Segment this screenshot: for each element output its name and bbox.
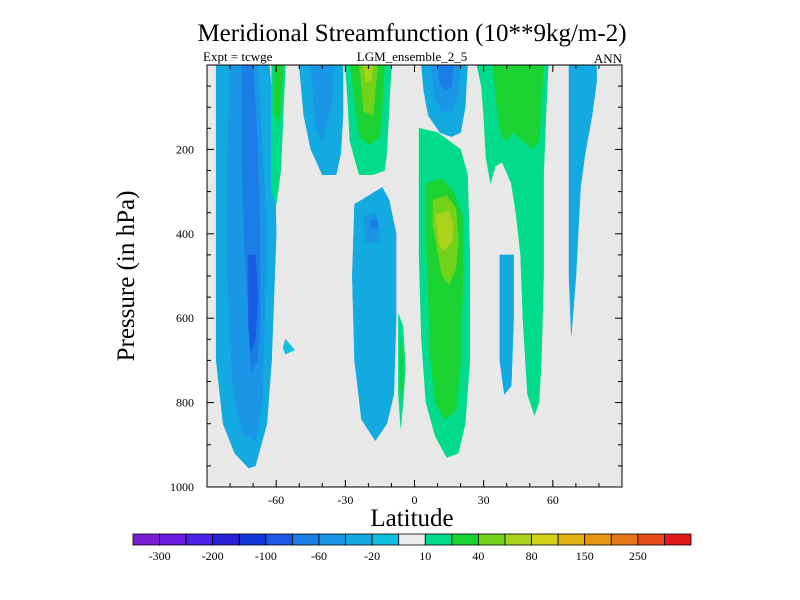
colorbar-swatch: [531, 533, 559, 546]
chart-title: Meridional Streamfunction (10**9kg/m-2): [197, 20, 626, 47]
run-label: LGM_ensemble_2_5: [357, 49, 467, 64]
colorbar-swatch: [185, 533, 214, 546]
contour-region-sh-cell-strong: [248, 254, 258, 353]
contour-region-nh-tall-green-inner: [492, 64, 544, 150]
colorbar-swatch: [371, 533, 400, 546]
colorbar-swatch: [504, 533, 532, 546]
y-tick-label: 400: [176, 227, 194, 241]
colorbar-swatch: [637, 533, 665, 546]
x-tick-label: -60: [268, 493, 284, 507]
y-axis-label: Pressure (in hPa): [113, 191, 140, 362]
x-tick-label: 60: [547, 493, 559, 507]
y-tick-label: 1000: [170, 480, 194, 494]
colorbar-swatch: [159, 533, 187, 546]
colorbar-swatch: [345, 533, 373, 546]
season-label: ANN: [594, 51, 623, 66]
contour-region-nh-tall-green: [476, 64, 549, 417]
colorbar-label: 250: [629, 549, 647, 563]
colorbar-swatch: [451, 533, 479, 546]
colorbar-swatch: [132, 533, 160, 546]
colorbar-swatch: [318, 533, 346, 546]
colorbar-swatch: [664, 533, 692, 546]
colorbar-label: 40: [472, 549, 484, 563]
x-tick-label: -30: [337, 493, 353, 507]
colorbar-swatch: [265, 533, 293, 546]
contour-region-nh-blue-column: [499, 254, 514, 395]
colorbar-swatch: [610, 533, 639, 546]
x-tick-label: 0: [412, 493, 418, 507]
x-tick-label: 30: [478, 493, 490, 507]
y-tick-label: 200: [176, 142, 194, 156]
contour-region-sh-hadley-lower: [352, 187, 397, 442]
colorbar-label: -100: [255, 549, 277, 563]
contour-region-nh-outer-column: [568, 64, 597, 336]
colorbar-swatch: [424, 533, 453, 546]
colorbar-swatch: [292, 533, 320, 546]
contour-region-nh-hadley-yellow: [435, 210, 454, 252]
colorbar-label: -60: [311, 549, 327, 563]
contour-region-eq-thin-lime: [400, 339, 404, 399]
colorbar-label: 10: [419, 549, 431, 563]
contour-region-sh-arrow-mark: [370, 218, 378, 230]
x-axis-label: Latitude: [370, 505, 453, 532]
colorbar-label: 80: [526, 549, 538, 563]
colorbar-label: -20: [364, 549, 380, 563]
colorbar: -300 -200 -100 -60 -20 10 40 80 150 250: [132, 533, 692, 563]
colorbar-swatch: [398, 533, 426, 546]
colorbar-label: -300: [149, 549, 171, 563]
experiment-label: Expt = tcwge: [203, 49, 273, 64]
y-tick-label: 600: [176, 311, 194, 325]
axis-ticks: -60 -30 0 30 60 200 400 600 800 1000: [170, 65, 622, 507]
colorbar-label: -200: [202, 549, 224, 563]
colorbar-swatch: [212, 533, 240, 546]
contour-region-small-blob-650: [282, 338, 296, 355]
colorbar-label: 150: [576, 549, 594, 563]
contour-regions: [215, 64, 597, 469]
y-tick-label: 800: [176, 396, 194, 410]
colorbar-swatch: [557, 533, 586, 546]
colorbar-swatch: [584, 533, 612, 546]
colorbar-swatch: [238, 533, 267, 546]
colorbar-swatch: [478, 533, 506, 546]
